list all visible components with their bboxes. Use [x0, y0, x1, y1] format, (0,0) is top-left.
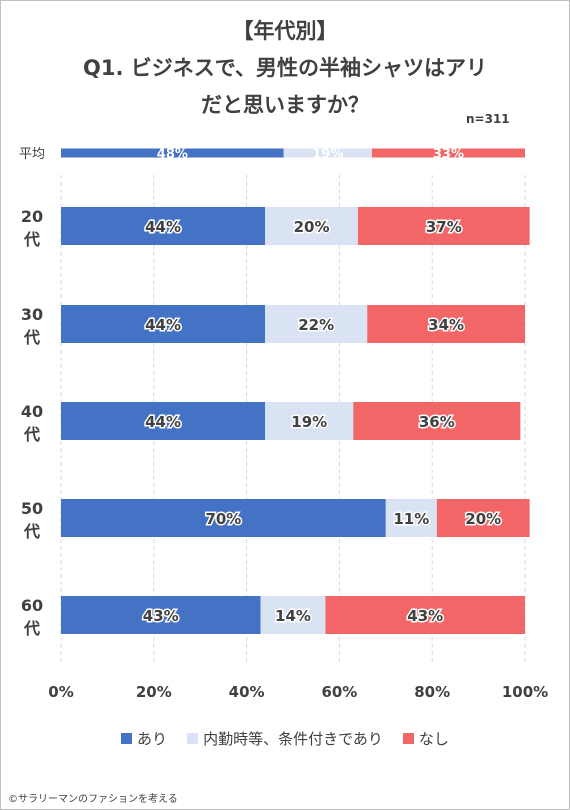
data-label-3-series-2: 36% — [419, 413, 455, 431]
chart-title-line-1: 【年代別】 — [232, 19, 338, 43]
bar-3-series-2 — [353, 402, 521, 440]
sample-size-label: n=311 — [466, 112, 510, 126]
chart-legend: あり 内勤時等、条件付きであり なし — [0, 728, 570, 749]
data-label-4-series-2: 20% — [465, 510, 501, 528]
legend-item-2: なし — [402, 728, 449, 749]
data-label-3-series-0: 44% — [145, 413, 181, 431]
legend-swatch-0 — [121, 733, 133, 744]
x-tick-label-80: 80% — [414, 683, 450, 701]
chart-title-line-3: だと思いますか？ — [201, 93, 369, 117]
x-tick-label-100: 100% — [502, 683, 548, 701]
bar-2-series-0 — [61, 305, 266, 343]
bar-5-series-1 — [260, 596, 326, 634]
bar-4-series-1 — [385, 499, 437, 537]
x-tick-label-20: 20% — [136, 683, 172, 701]
bar-0-series-0 — [61, 148, 284, 158]
data-label-5-series-0: 43% — [143, 607, 179, 625]
data-label-4-series-1: 11% — [393, 510, 429, 528]
bar-2-series-2 — [367, 305, 525, 343]
data-label-0-series-2: 33% — [433, 147, 464, 162]
category-label-5: 60 代 — [21, 596, 43, 638]
bar-1-series-2 — [357, 207, 530, 245]
bar-0-series-1 — [283, 148, 372, 158]
bar-5-series-0 — [61, 596, 261, 634]
chart-title-line-2: Q1. ビジネスで、男性の半袖シャツはアリ — [83, 56, 487, 80]
data-label-0-series-1: 19% — [312, 147, 343, 162]
bar-3-series-1 — [265, 402, 354, 440]
legend-item-1: 内勤時等、条件付きであり — [187, 728, 383, 749]
data-label-0-series-0: 48% — [157, 147, 188, 162]
category-label-2: 30 代 — [21, 305, 43, 347]
legend-label-1: 内勤時等、条件付きであり — [203, 730, 383, 748]
bar-0-series-2 — [371, 148, 525, 158]
legend-label-2: なし — [418, 730, 449, 748]
copyright-footer: ©サラリーマンのファションを考える — [8, 794, 178, 805]
data-label-4-series-0: 70% — [205, 510, 241, 528]
data-label-2-series-1: 22% — [298, 316, 334, 334]
x-tick-label-40: 40% — [229, 683, 265, 701]
data-label-2-series-2: 34% — [428, 316, 464, 334]
x-tick-label-60: 60% — [321, 683, 357, 701]
bar-2-series-1 — [265, 305, 368, 343]
legend-swatch-2 — [402, 733, 414, 744]
data-label-1-series-0: 44% — [145, 218, 181, 236]
bar-5-series-2 — [325, 596, 525, 634]
data-label-5-series-1: 14% — [275, 607, 311, 625]
category-label-3: 40 代 — [21, 402, 43, 444]
category-label-0: 平均 — [19, 147, 45, 162]
data-label-3-series-1: 19% — [291, 413, 327, 431]
data-label-1-series-1: 20% — [294, 218, 330, 236]
legend-swatch-1 — [187, 733, 199, 744]
category-label-4: 50 代 — [21, 499, 43, 541]
bar-1-series-1 — [265, 207, 358, 245]
bar-3-series-0 — [61, 402, 266, 440]
x-tick-label-0: 0% — [48, 683, 73, 701]
data-label-1-series-2: 37% — [426, 218, 462, 236]
category-label-1: 20 代 — [21, 207, 43, 249]
legend-label-0: あり — [137, 730, 168, 748]
bar-4-series-0 — [61, 499, 386, 537]
bar-1-series-0 — [61, 207, 266, 245]
legend-item-0: あり — [121, 728, 167, 749]
data-label-2-series-0: 44% — [145, 316, 181, 334]
bar-4-series-2 — [436, 499, 530, 537]
data-label-5-series-2: 43% — [407, 607, 443, 625]
